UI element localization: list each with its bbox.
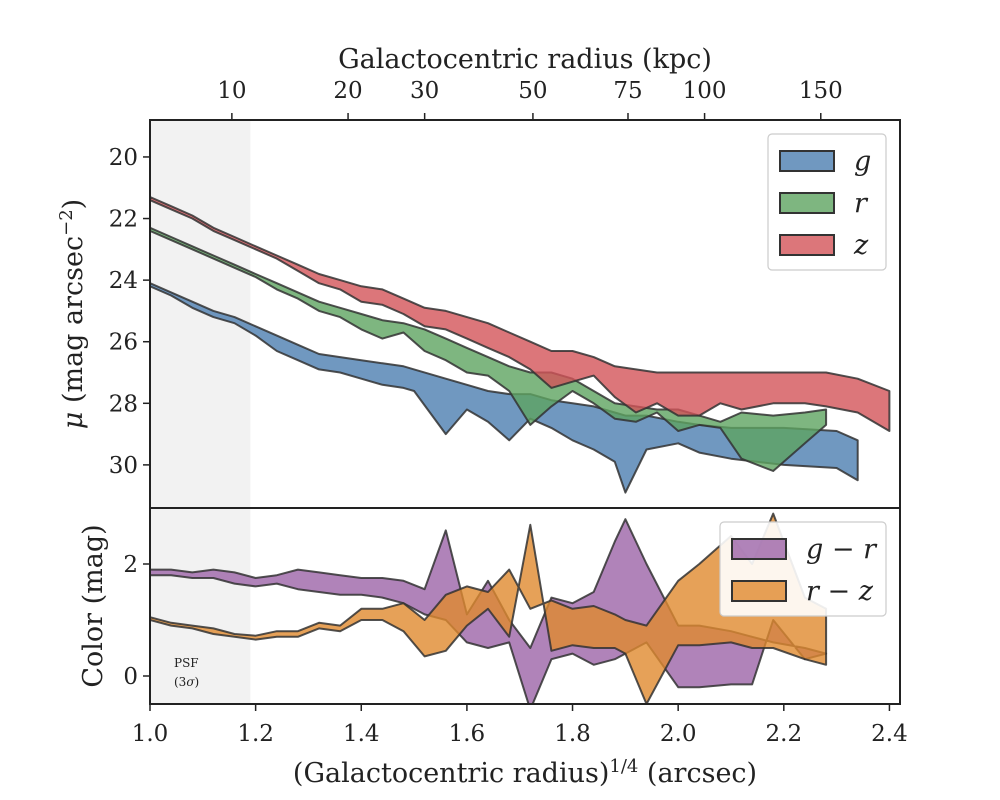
color-panel: 0 2 g − r r − z 1.0 1.2 1.4 1.6 1.8 2.0 2.2 2.4 <box>123 507 908 747</box>
legend-swatch <box>779 150 835 172</box>
color-y-tick-label: 0 <box>123 664 138 690</box>
top-tick-label: 10 <box>217 78 246 104</box>
legend-swatch <box>731 538 787 560</box>
top-kpc-axis: 10 20 30 50 75 100 150 <box>217 78 843 120</box>
top-tick-label: 20 <box>333 78 362 104</box>
psf-shaded-region <box>150 508 251 704</box>
bottom-panel-y-axis-title: Color (mag) <box>78 524 109 687</box>
x-axis-title: (Galactocentric radius)1/4 (arcsec) <box>293 756 757 789</box>
surface-brightness-panel: 20 22 24 26 28 30 grz <box>109 119 901 509</box>
color-y-tick-label: 2 <box>123 552 138 578</box>
legend-swatch <box>731 580 787 602</box>
legend-swatch <box>779 234 835 256</box>
top-tick-label: 150 <box>799 78 843 104</box>
top-tick-label: 50 <box>518 78 547 104</box>
x-tick-label: 1.0 <box>132 721 169 747</box>
color-legend: g − r r − z <box>719 521 887 617</box>
x-tick-label: 1.2 <box>237 721 274 747</box>
x-tick-label: 2.4 <box>871 721 908 747</box>
legend-swatch <box>779 192 835 214</box>
top-tick-label: 75 <box>613 78 642 104</box>
psf-note-sigma: (3σ) <box>174 675 199 689</box>
surface-brightness-y-tick-label: 28 <box>109 391 138 417</box>
surface-brightness-y-tick-label: 20 <box>109 145 138 171</box>
band-surface-brightness-1 <box>150 226 828 472</box>
x-tick-label: 1.8 <box>554 721 591 747</box>
legend-label: z <box>853 230 869 261</box>
band-surface-brightness-0 <box>150 282 859 494</box>
surface-brightness-y-tick-label: 30 <box>109 453 138 479</box>
x-tick-label: 2.2 <box>766 721 803 747</box>
top-tick-label: 100 <box>683 78 727 104</box>
legend-label: r − z <box>806 576 874 607</box>
band-color-1 <box>150 512 828 704</box>
surface-brightness-y-tick-label: 22 <box>109 207 138 233</box>
surface-brightness-y-tick-label: 26 <box>109 330 138 356</box>
x-tick-label: 2.0 <box>660 721 697 747</box>
x-tick-label: 1.6 <box>449 721 486 747</box>
psf-note-label: PSF <box>174 656 199 670</box>
color-frame <box>149 507 901 705</box>
band-surface-brightness-2 <box>150 196 891 432</box>
psf-shaded-region <box>150 120 251 508</box>
surface-brightness-y-tick-label: 24 <box>109 268 138 294</box>
top-panel-y-axis-title: μ (mag arcsec−2) <box>56 199 89 429</box>
top-tick-label: 30 <box>410 78 439 104</box>
legend-label: r <box>854 188 869 219</box>
surface-brightness-legend: grz <box>767 133 887 271</box>
x-tick-label: 1.4 <box>343 721 380 747</box>
legend-label: g − r <box>806 534 878 565</box>
top-axis-title: Galactocentric radius (kpc) <box>338 44 712 75</box>
legend-label: g <box>854 146 871 177</box>
